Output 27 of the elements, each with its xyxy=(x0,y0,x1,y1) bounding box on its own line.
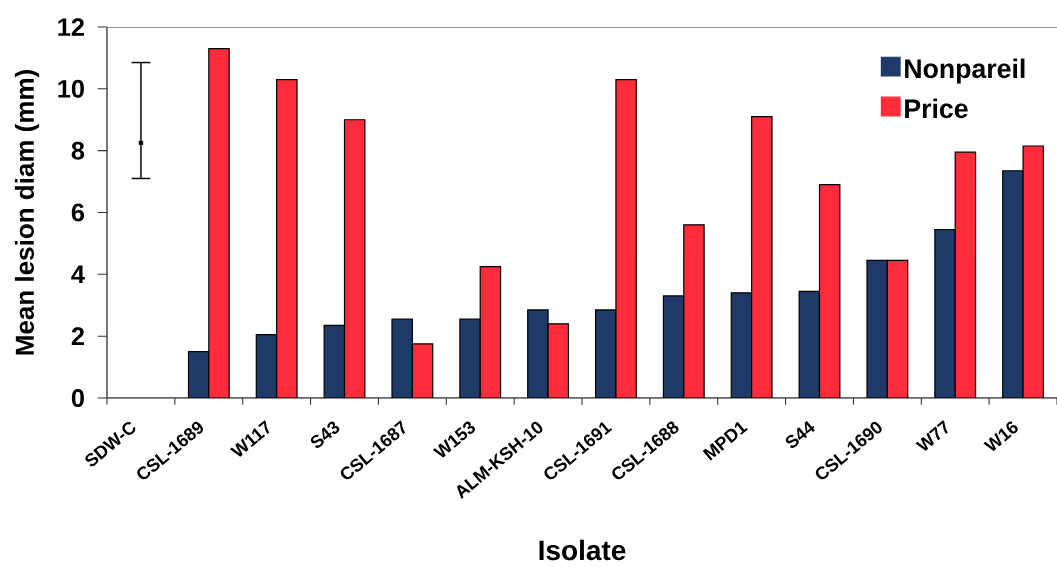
x-tick-label: S44 xyxy=(785,420,815,448)
y-tick-label: 8 xyxy=(71,141,85,160)
bar xyxy=(276,78,298,398)
bar xyxy=(683,224,705,398)
bar xyxy=(411,343,434,398)
bar xyxy=(818,184,841,398)
bar xyxy=(208,48,230,398)
x-tick-label: W16 xyxy=(983,421,1018,451)
bar xyxy=(343,119,366,398)
x-tick-label: S43 xyxy=(310,421,340,448)
y-tick-label: 12 xyxy=(58,18,84,36)
legend-label: Price xyxy=(905,98,968,119)
bar xyxy=(954,151,977,398)
bar xyxy=(1022,145,1045,398)
y-tick-label: 4 xyxy=(71,265,85,284)
bar xyxy=(751,116,773,398)
y-tick-label: 6 xyxy=(71,203,85,222)
y-tick-label: 10 xyxy=(58,79,84,98)
bar xyxy=(615,78,637,398)
bar xyxy=(479,265,502,398)
x-axis-title: Isolate xyxy=(539,539,626,561)
y-tick-label: 2 xyxy=(71,327,84,345)
y-tick-label: 0 xyxy=(71,389,84,407)
legend-label: Nonpareil xyxy=(905,58,1025,84)
bar xyxy=(547,323,570,398)
y-axis-title: Mean lesion diam (mm) xyxy=(14,70,40,355)
bar xyxy=(886,259,909,398)
